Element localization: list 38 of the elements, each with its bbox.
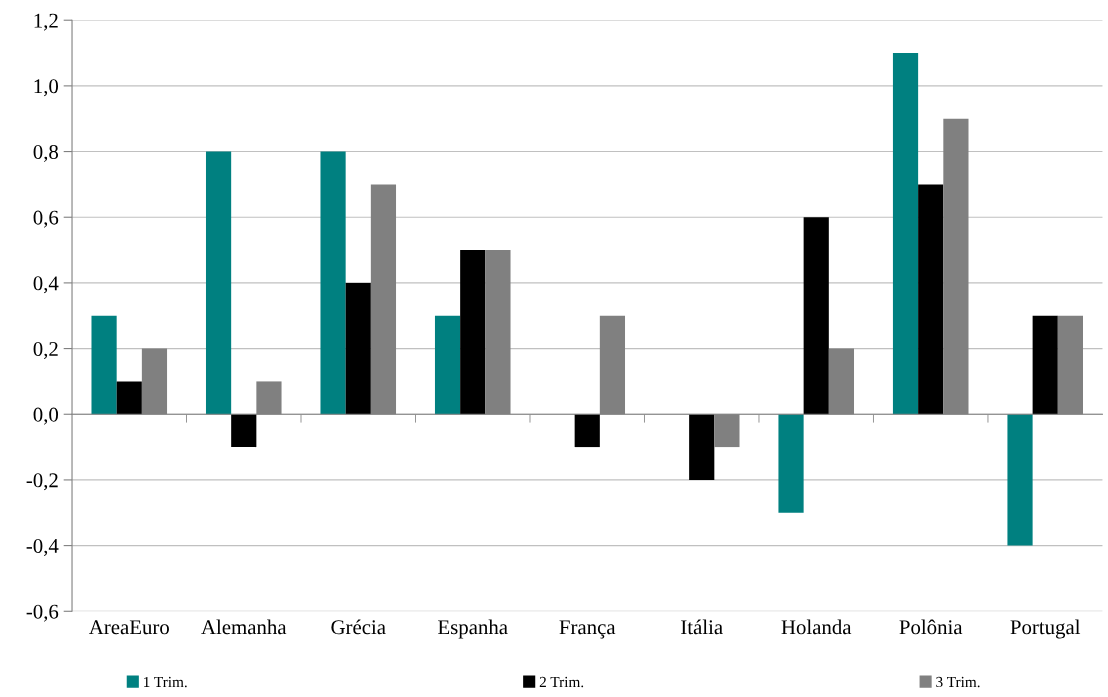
y-tick-label: -0,6: [26, 604, 59, 622]
bar: [320, 151, 346, 415]
bar: [1032, 315, 1058, 415]
x-tick-label: França: [559, 620, 616, 639]
x-tick-label: Itália: [681, 619, 723, 635]
x-tick-label: Polônia: [899, 619, 963, 635]
y-tick-label: 1,0: [34, 79, 59, 97]
bar: [231, 414, 257, 448]
bar: [778, 414, 804, 513]
x-tick-label: Holanda: [781, 619, 852, 635]
bar: [574, 414, 600, 448]
x-tick-label: Grécia: [331, 619, 386, 635]
y-tick-label: 1,2: [34, 13, 58, 31]
y-tick-label: 0,4: [33, 276, 59, 294]
y-tick-label: -0,2: [26, 473, 58, 491]
legend-label: 1 Trim.: [144, 676, 187, 688]
bar: [91, 315, 117, 415]
bar: [892, 53, 919, 415]
y-tick-label: 0,0: [33, 407, 59, 425]
y-tick-label: -0,4: [26, 538, 59, 557]
bar: [803, 217, 829, 415]
x-tick-label: Portugal: [1010, 619, 1081, 639]
bar: [460, 250, 486, 415]
y-tick-label: 0,6: [33, 210, 59, 228]
bar: [1007, 414, 1033, 546]
x-tick-label: Espanha: [438, 619, 508, 639]
y-tick-label: 0,8: [33, 144, 59, 162]
bar: [689, 414, 715, 480]
bar: [205, 151, 232, 415]
legend-label: 2 Trim.: [539, 676, 584, 688]
legend-label: 3 Trim.: [936, 676, 980, 688]
bar: [434, 315, 461, 415]
bar: [345, 282, 371, 415]
bar: [116, 381, 142, 415]
y-tick-label: 0,2: [33, 341, 58, 360]
x-tick-label: Alemanha: [201, 619, 287, 635]
x-tick-label: AreaEuro: [88, 620, 169, 635]
bar: [918, 184, 944, 415]
